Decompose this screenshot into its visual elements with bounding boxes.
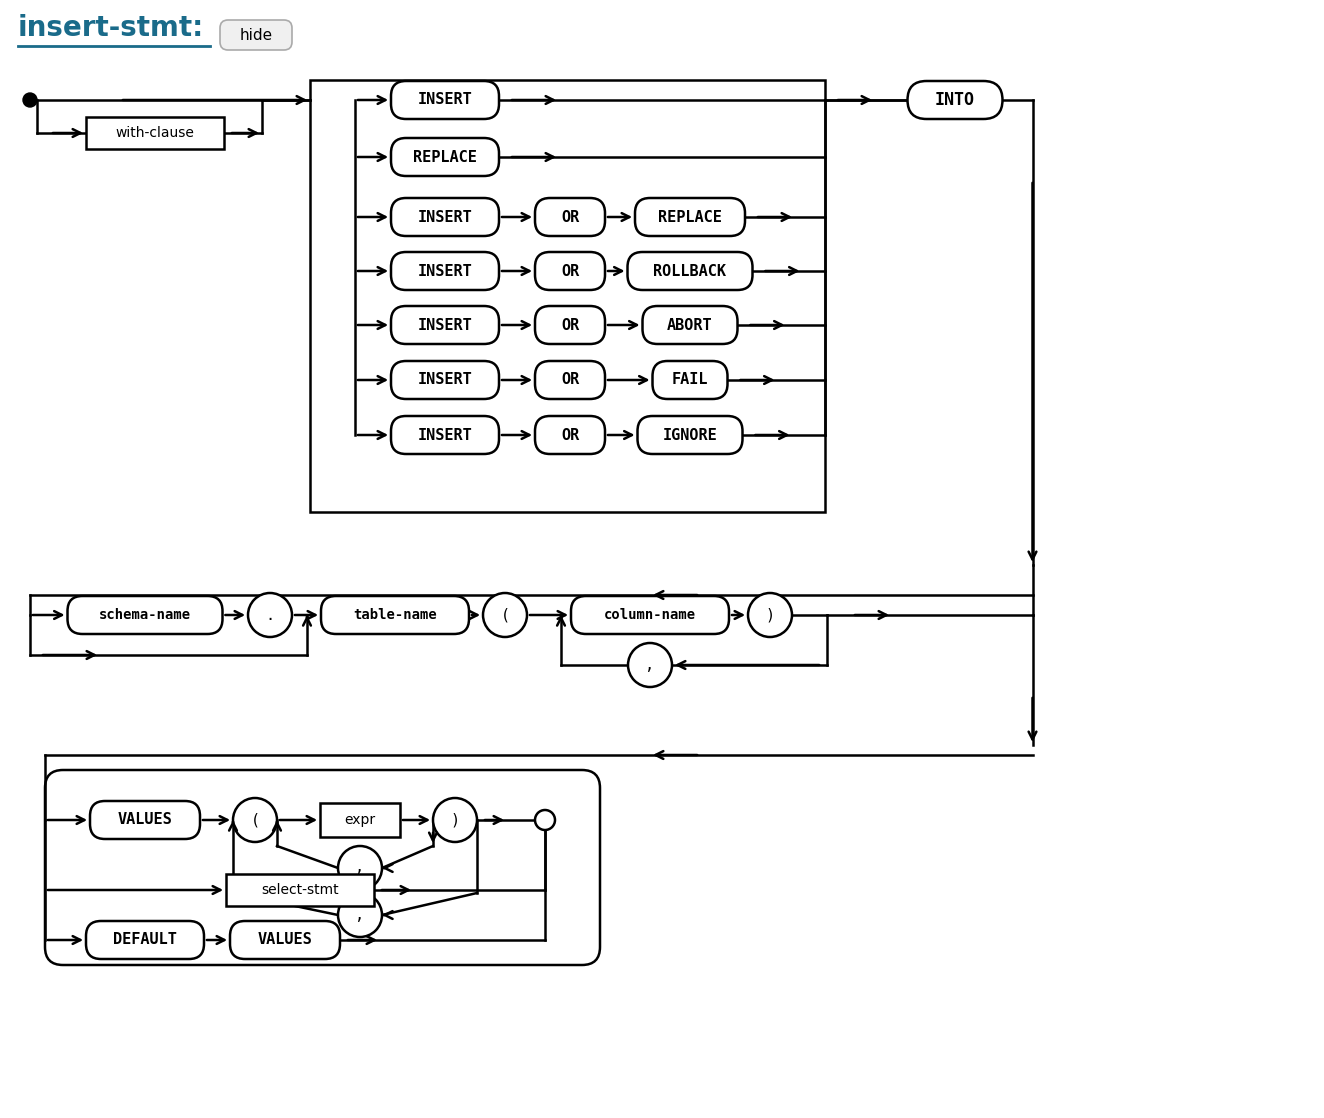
Text: INSERT: INSERT	[417, 264, 473, 278]
Text: ABORT: ABORT	[667, 318, 712, 332]
FancyBboxPatch shape	[391, 198, 499, 236]
Text: OR: OR	[561, 318, 579, 332]
Text: REPLACE: REPLACE	[658, 209, 722, 225]
FancyBboxPatch shape	[535, 306, 605, 344]
Text: INSERT: INSERT	[417, 372, 473, 388]
Text: VALUES: VALUES	[118, 813, 172, 827]
Text: hide: hide	[240, 28, 273, 42]
Text: .: .	[265, 607, 274, 623]
FancyBboxPatch shape	[636, 198, 745, 236]
Text: ): )	[450, 813, 459, 827]
FancyBboxPatch shape	[642, 306, 737, 344]
Text: INSERT: INSERT	[417, 209, 473, 225]
Text: INSERT: INSERT	[417, 427, 473, 443]
FancyBboxPatch shape	[535, 252, 605, 290]
Circle shape	[338, 893, 383, 937]
Circle shape	[248, 593, 293, 637]
FancyBboxPatch shape	[86, 921, 204, 959]
FancyBboxPatch shape	[391, 252, 499, 290]
Text: OR: OR	[561, 209, 579, 225]
Text: select-stmt: select-stmt	[261, 883, 339, 897]
Text: (: (	[250, 813, 260, 827]
FancyBboxPatch shape	[226, 874, 373, 906]
FancyBboxPatch shape	[86, 117, 224, 149]
Text: FAIL: FAIL	[671, 372, 708, 388]
FancyBboxPatch shape	[90, 800, 200, 838]
Text: ): )	[765, 607, 775, 623]
FancyBboxPatch shape	[907, 80, 1002, 119]
Text: DEFAULT: DEFAULT	[113, 932, 177, 947]
Text: OR: OR	[561, 427, 579, 443]
FancyBboxPatch shape	[320, 596, 469, 634]
FancyBboxPatch shape	[628, 252, 752, 290]
Text: schema-name: schema-name	[99, 608, 191, 622]
FancyBboxPatch shape	[391, 306, 499, 344]
Text: with-clause: with-clause	[115, 126, 195, 140]
Circle shape	[535, 811, 555, 830]
FancyBboxPatch shape	[391, 80, 499, 119]
Circle shape	[483, 593, 527, 637]
Text: REPLACE: REPLACE	[413, 150, 477, 164]
FancyBboxPatch shape	[653, 361, 727, 399]
FancyBboxPatch shape	[535, 361, 605, 399]
Text: OR: OR	[561, 372, 579, 388]
Circle shape	[748, 593, 792, 637]
Text: INTO: INTO	[935, 91, 974, 108]
FancyBboxPatch shape	[220, 20, 293, 50]
Text: (: (	[500, 607, 510, 623]
Text: ,: ,	[645, 657, 654, 673]
Text: expr: expr	[344, 813, 376, 827]
FancyBboxPatch shape	[320, 803, 400, 837]
Circle shape	[23, 93, 37, 107]
Text: OR: OR	[561, 264, 579, 278]
Circle shape	[233, 798, 277, 842]
FancyBboxPatch shape	[391, 138, 499, 176]
Text: insert-stmt:: insert-stmt:	[19, 15, 204, 42]
Text: INSERT: INSERT	[417, 93, 473, 107]
FancyBboxPatch shape	[571, 596, 730, 634]
FancyBboxPatch shape	[391, 416, 499, 454]
FancyBboxPatch shape	[535, 198, 605, 236]
Text: column-name: column-name	[604, 608, 696, 622]
FancyBboxPatch shape	[535, 416, 605, 454]
Text: VALUES: VALUES	[258, 932, 312, 947]
FancyBboxPatch shape	[68, 596, 222, 634]
Text: ROLLBACK: ROLLBACK	[654, 264, 727, 278]
Circle shape	[338, 846, 383, 890]
FancyBboxPatch shape	[391, 361, 499, 399]
FancyBboxPatch shape	[230, 921, 340, 959]
FancyBboxPatch shape	[637, 416, 743, 454]
Text: table-name: table-name	[354, 608, 437, 622]
Text: ,: ,	[355, 861, 364, 875]
Circle shape	[628, 643, 673, 686]
Text: IGNORE: IGNORE	[662, 427, 718, 443]
Circle shape	[433, 798, 477, 842]
Text: ,: ,	[355, 908, 364, 922]
Text: INSERT: INSERT	[417, 318, 473, 332]
